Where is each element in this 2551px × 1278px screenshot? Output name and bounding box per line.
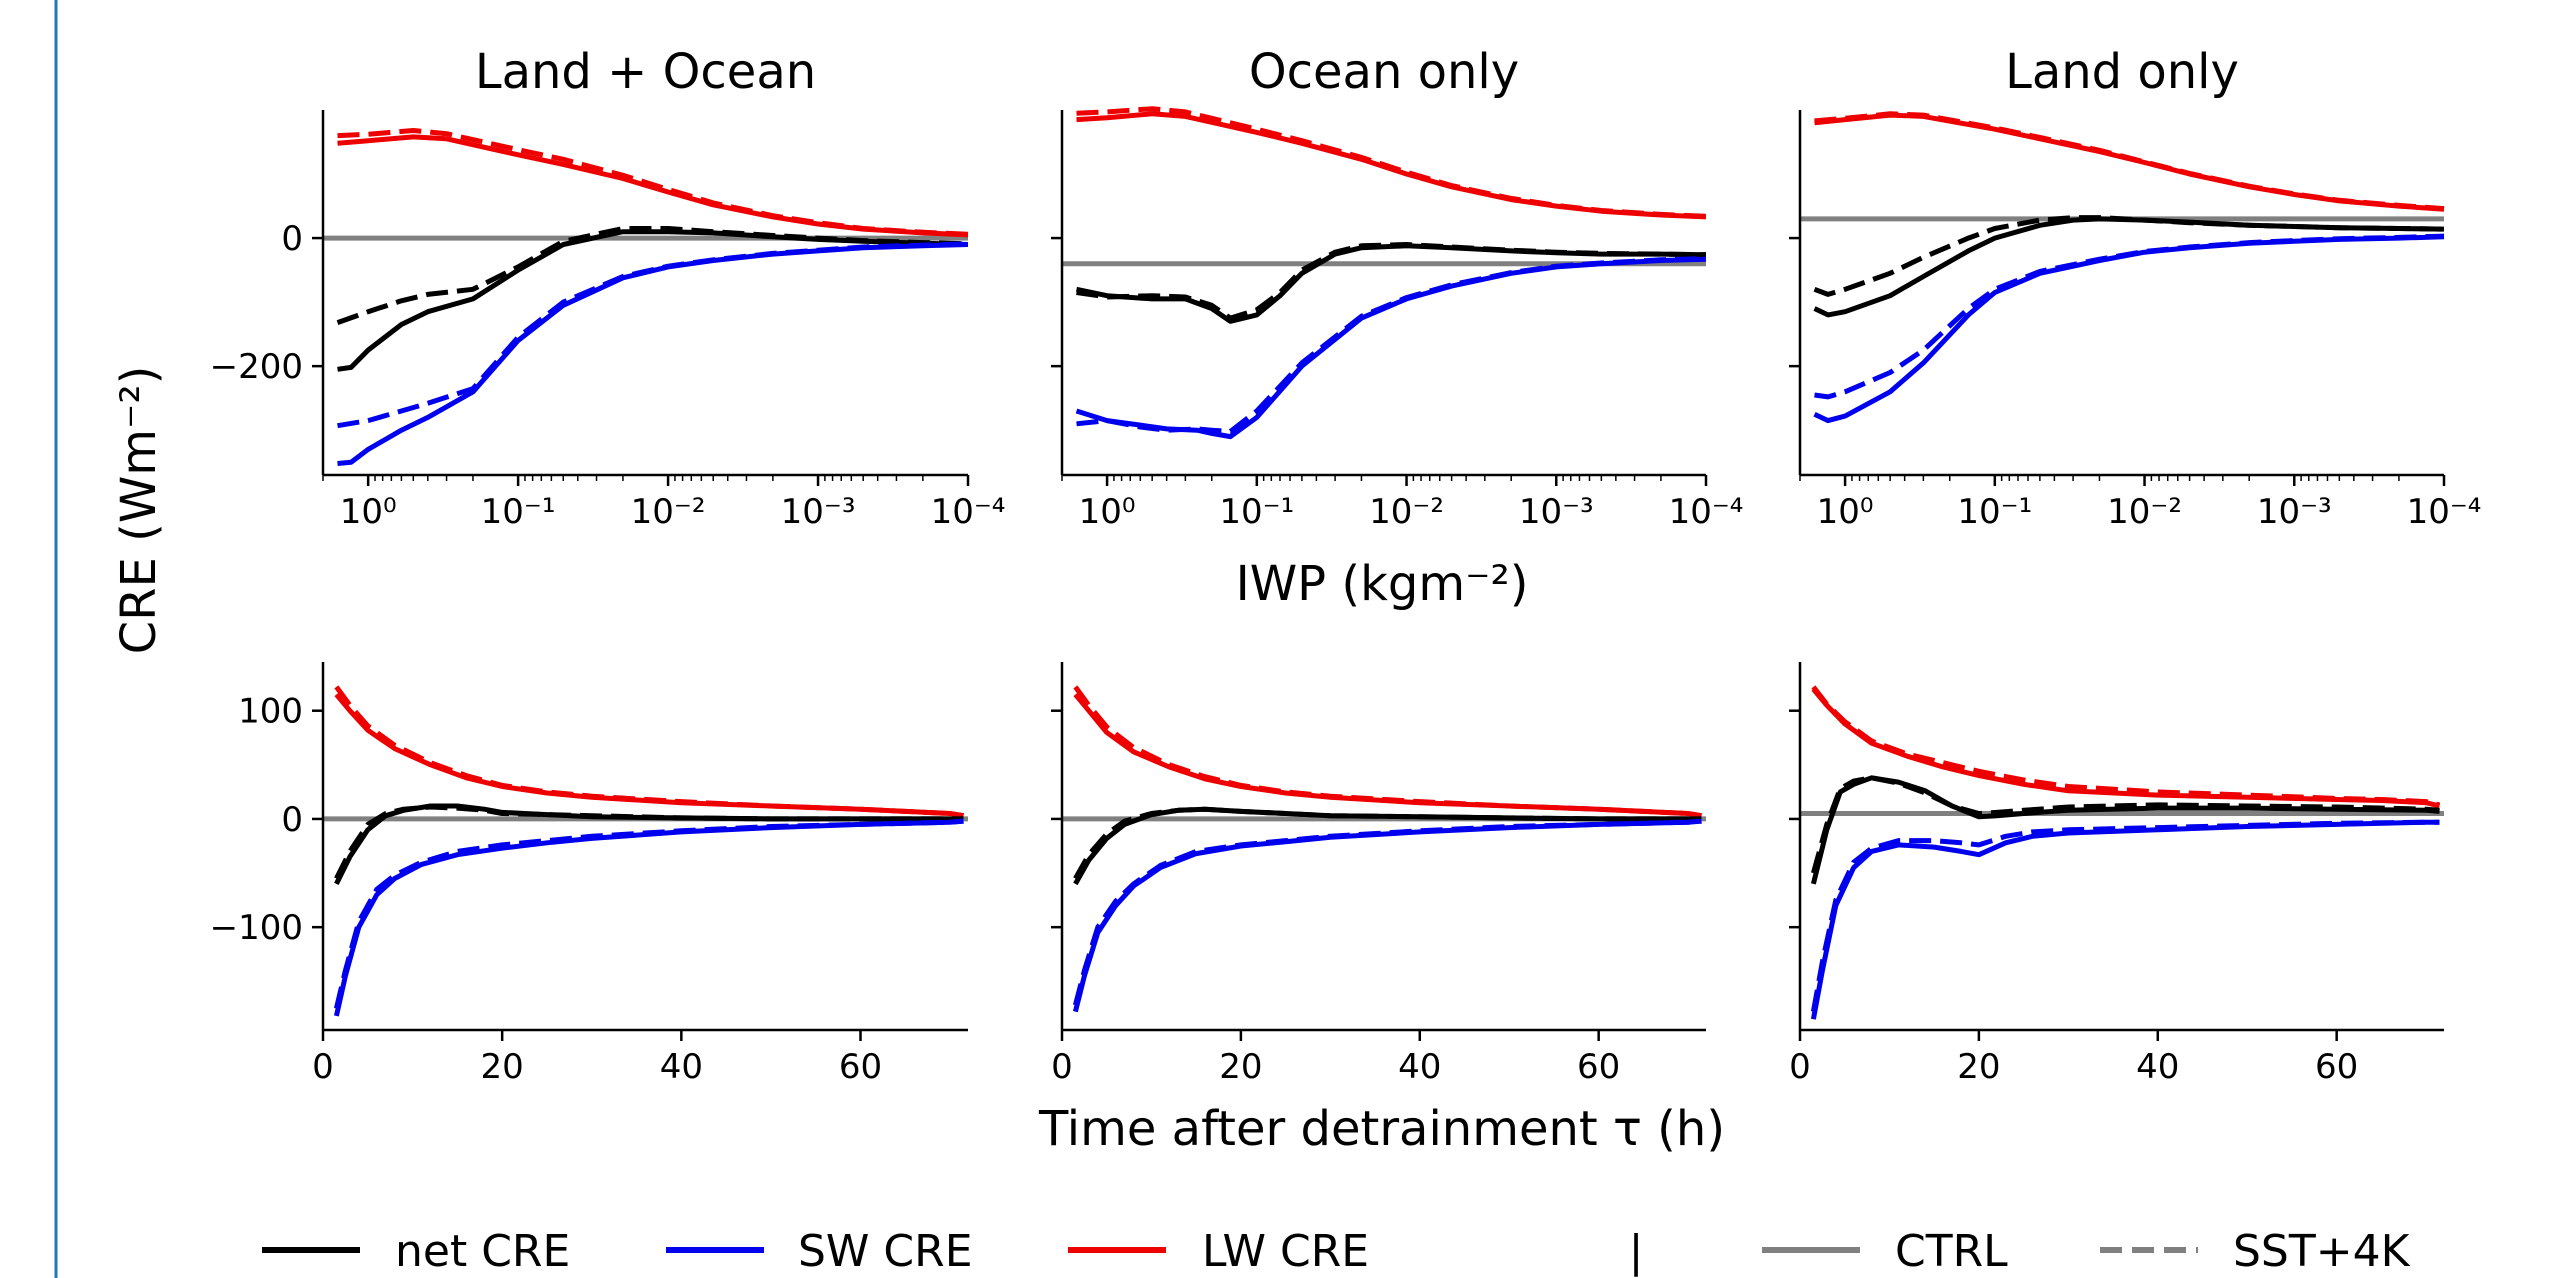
lw-cre-ctrl-line: [1073, 692, 1702, 819]
lw-cre-ctrl-line: [1811, 687, 2441, 809]
panel-4: 0 20 40 60 100 0 −100: [210, 662, 968, 1087]
iwp-x-axis-label: IWP (kgm⁻²): [1236, 556, 1529, 612]
lw-cre-sst4k-line: [1811, 685, 2441, 808]
net-cre-sst4k-line: [336, 226, 969, 325]
x-tick-label: 20: [1219, 1047, 1262, 1087]
sw-cre-sst4k-line: [1072, 818, 1702, 1006]
x-tick-label: 0: [312, 1047, 334, 1087]
legend-label-ctrl: CTRL: [1895, 1226, 2008, 1277]
panel-title-land-ocean: Land + Ocean: [475, 44, 816, 100]
panels: Land + Ocean 10⁰ 10⁻¹ 10⁻² 10⁻³ 10⁻⁴ 0 −200 Ocea…: [210, 44, 2482, 1087]
x-tick-label: 0: [1051, 1047, 1073, 1087]
x-tick-label: 10⁻³: [2257, 492, 2332, 532]
panel-title-ocean-only: Ocean only: [1249, 44, 1519, 100]
panel-title-land-only: Land only: [2005, 44, 2239, 100]
x-tick-label: 60: [2315, 1047, 2358, 1087]
x-tick-label: 60: [1577, 1047, 1620, 1087]
y-tick-label: 0: [281, 800, 303, 840]
net-cre-ctrl-line: [1075, 243, 1707, 324]
x-tick-label: 10⁻⁴: [2407, 492, 2482, 532]
x-tick-label: 10⁰: [1079, 492, 1136, 532]
lw-cre-sst4k-line: [1073, 685, 1702, 819]
x-tick-label: 10⁻³: [781, 492, 856, 532]
x-tick-label: 40: [2136, 1047, 2179, 1087]
net-cre-sst4k-line: [1810, 775, 2440, 874]
sw-cre-ctrl-line: [337, 242, 969, 466]
sw-cre-ctrl-line: [333, 818, 964, 1017]
y-tick-label: −100: [210, 908, 303, 948]
net-cre-sst4k-line: [1073, 806, 1702, 880]
y-tick-label: −200: [210, 347, 303, 387]
sw-cre-ctrl-line: [1075, 256, 1707, 440]
panel-3: Land only 10⁰ 10⁻¹ 10⁻² 10⁻³ 10⁻⁴: [1789, 44, 2481, 532]
sw-cre-sst4k-line: [333, 818, 964, 1009]
x-tick-label: 10⁻²: [2107, 492, 2182, 532]
lw-cre-sst4k-line: [1076, 106, 1707, 219]
x-tick-label: 10⁻⁴: [1669, 492, 1744, 532]
panel-2: Ocean only 10⁰ 10⁻¹ 10⁻² 10⁻³ 10⁻⁴: [1051, 44, 1743, 532]
sw-cre-ctrl-line: [1072, 818, 1702, 1013]
sw-cre-sst4k-line: [1076, 256, 1707, 434]
panel-5: 0 20 40 60: [1051, 662, 1706, 1087]
net-cre-sst4k-line: [334, 804, 964, 880]
lw-cre-sst4k-line: [337, 128, 969, 237]
y-tick-label: 0: [281, 219, 303, 259]
y-axis-label: CRE (Wm⁻²): [111, 366, 167, 655]
lw-cre-ctrl-line: [334, 692, 964, 819]
x-tick-label: 10⁻³: [1519, 492, 1594, 532]
x-tick-label: 10⁻¹: [1957, 492, 2032, 532]
sw-cre-sst4k-line: [1814, 233, 2445, 400]
legend-label-net-cre: net CRE: [395, 1226, 570, 1277]
x-tick-label: 0: [1789, 1047, 1811, 1087]
sw-cre-sst4k-line: [337, 241, 969, 429]
x-tick-label: 10⁻¹: [1219, 492, 1294, 532]
sw-cre-ctrl-line: [1810, 819, 2440, 1020]
legend-label-sst-4k: SST+4K: [2233, 1226, 2411, 1277]
legend: net CRE SW CRE LW CRE CTRL SST+4K |: [262, 1226, 2411, 1277]
panel-1: Land + Ocean 10⁰ 10⁻¹ 10⁻² 10⁻³ 10⁻⁴ 0 −200: [210, 44, 1006, 532]
legend-label-sw-cre: SW CRE: [798, 1226, 973, 1277]
x-tick-label: 40: [660, 1047, 703, 1087]
x-tick-label: 40: [1398, 1047, 1441, 1087]
net-cre-sst4k-line: [1813, 215, 2445, 297]
lw-cre-sst4k-line: [1814, 111, 2445, 212]
y-tick-label: 100: [238, 692, 303, 732]
x-tick-label: 10⁻¹: [481, 492, 556, 532]
x-tick-label: 10⁰: [1817, 492, 1874, 532]
lw-cre-ctrl-line: [1814, 112, 2445, 212]
lw-cre-sst4k-line: [334, 685, 964, 819]
x-tick-label: 60: [839, 1047, 882, 1087]
x-tick-label: 10⁻²: [1369, 492, 1444, 532]
panel-6: 0 20 40 60: [1789, 662, 2444, 1087]
net-cre-sst4k-line: [1076, 242, 1707, 321]
legend-label-lw-cre: LW CRE: [1202, 1226, 1369, 1277]
time-x-axis-label: Time after detrainment τ (h): [1038, 1101, 1725, 1157]
net-cre-ctrl-line: [337, 229, 969, 372]
x-tick-label: 20: [481, 1047, 524, 1087]
x-tick-label: 10⁰: [340, 492, 397, 532]
x-tick-label: 10⁻²: [631, 492, 706, 532]
sw-cre-sst4k-line: [1810, 819, 2440, 1013]
legend-separator: |: [1629, 1226, 1644, 1277]
x-tick-label: 20: [1957, 1047, 2000, 1087]
x-tick-label: 10⁻⁴: [931, 492, 1006, 532]
